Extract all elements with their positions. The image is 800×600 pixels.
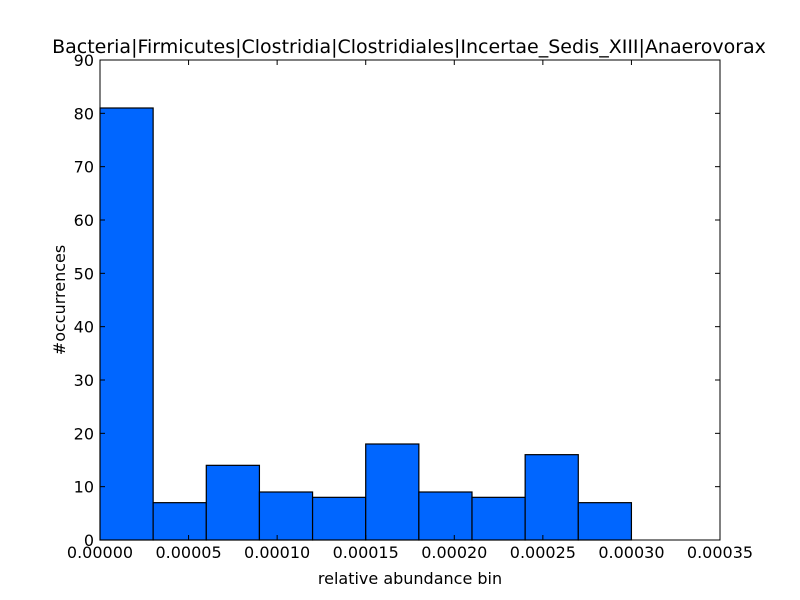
x-tick-label: 0.00030 (598, 543, 664, 562)
histogram-bar (471, 496, 526, 541)
histogram-bar (365, 443, 420, 541)
y-tick-label: 0 (84, 531, 94, 550)
histogram-bar (311, 496, 367, 541)
histogram-bar (577, 502, 633, 541)
y-tick-label: 40 (74, 318, 94, 337)
histogram-bar (258, 491, 314, 541)
histogram-bar (524, 454, 579, 541)
y-tick-label: 80 (74, 104, 94, 123)
x-axis-ticks: 0.00000 0.00005 0.00010 0.00015 0.00020 0.000… (67, 60, 753, 562)
x-tick-label: 0.00035 (687, 543, 753, 562)
histogram-bar (152, 502, 207, 541)
y-tick-label: 30 (74, 371, 94, 390)
x-tick-label: 0.00020 (421, 543, 487, 562)
y-tick-label: 50 (74, 264, 94, 283)
histogram-bar (99, 107, 154, 541)
y-tick-label: 70 (74, 158, 94, 177)
plot-frame (99, 59, 721, 541)
bars-group (99, 107, 633, 541)
x-tick-label: 0.00015 (333, 543, 399, 562)
y-axis-ticks: 0 10 20 30 40 50 60 70 80 90 (74, 51, 720, 550)
x-tick-label: 0.00005 (155, 543, 221, 562)
x-axis-label: relative abundance bin (318, 569, 502, 588)
chart-title: Bacteria|Firmicutes|Clostridia|Clostridi… (52, 36, 766, 58)
x-tick-label: 0.00010 (244, 543, 310, 562)
histogram-bar (205, 464, 261, 541)
y-tick-label: 90 (74, 51, 94, 70)
y-tick-label: 20 (74, 424, 94, 443)
y-tick-label: 10 (74, 478, 94, 497)
x-tick-label: 0.00000 (67, 543, 133, 562)
y-tick-label: 60 (74, 211, 94, 230)
y-axis-label: #occurrences (50, 245, 69, 355)
x-tick-label: 0.00025 (510, 543, 576, 562)
histogram-bar (418, 491, 473, 541)
